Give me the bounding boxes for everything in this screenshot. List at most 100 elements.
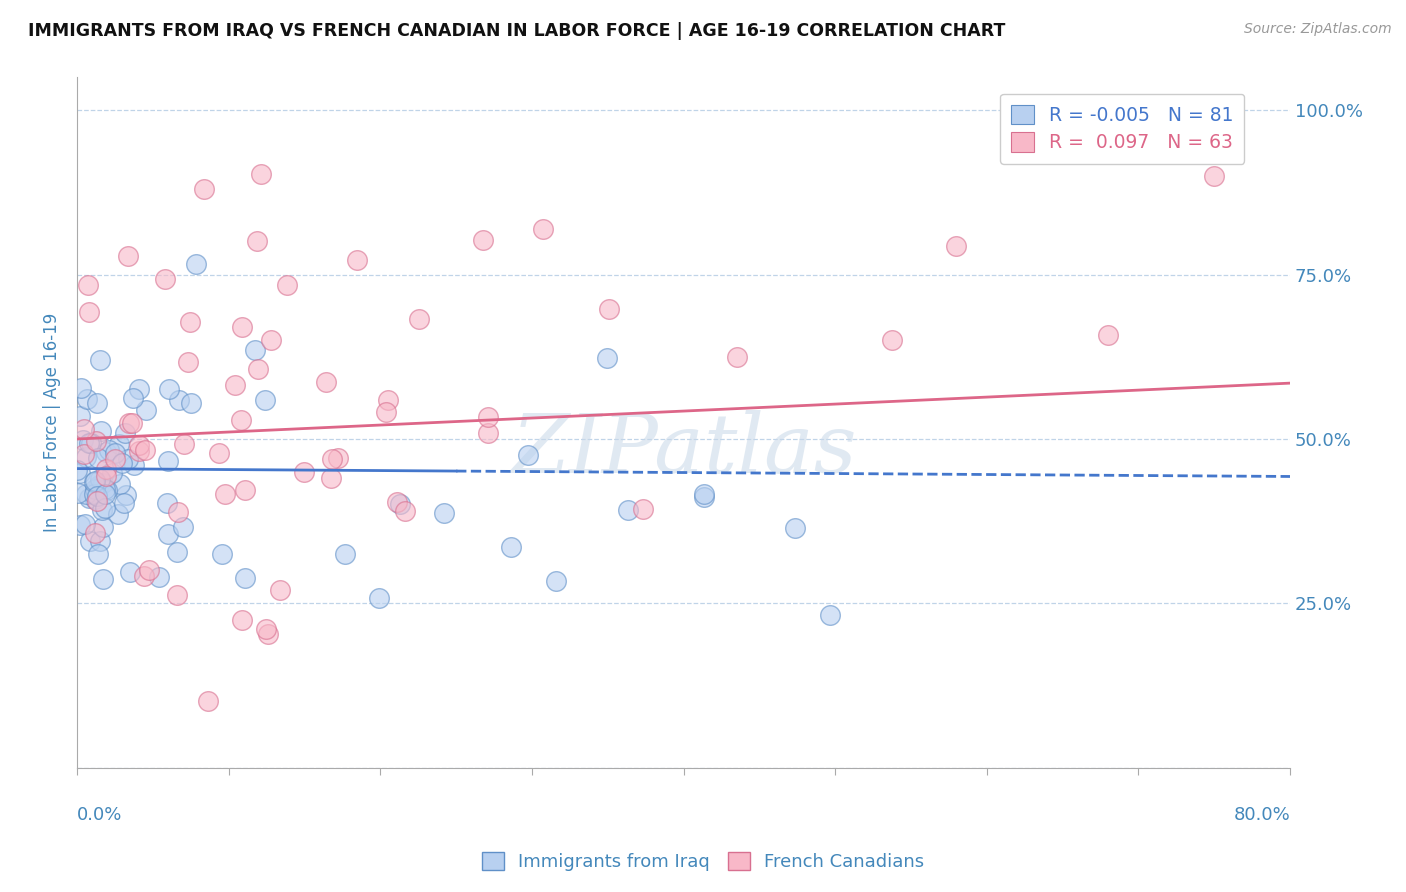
Point [333, 547, 356, 561]
Point [208, 445, 231, 459]
Point [880, 333, 903, 347]
Point [394, 504, 416, 518]
Point [177, 355, 200, 369]
Point [124, 458, 146, 472]
Point [433, 506, 456, 520]
Point [89, 352, 111, 367]
Point [233, 571, 256, 585]
Point [292, 465, 315, 479]
Point [86, 490, 108, 504]
Point [157, 526, 180, 541]
Point [186, 257, 208, 271]
Text: IMMIGRANTS FROM IRAQ VS FRENCH CANADIAN IN LABOR FORCE | AGE 16-19 CORRELATION C: IMMIGRANTS FROM IRAQ VS FRENCH CANADIAN … [28, 22, 1005, 40]
Point [1204, 169, 1226, 183]
Point [321, 452, 343, 467]
Point [118, 565, 141, 579]
Point [75, 450, 97, 464]
Point [76, 277, 98, 292]
Point [945, 239, 967, 253]
Point [94, 486, 117, 500]
Point [617, 502, 640, 516]
Point [156, 496, 179, 510]
Point [128, 443, 150, 458]
Point [157, 382, 180, 396]
Point [254, 622, 277, 636]
Point [77, 491, 100, 505]
Text: ZIPatlas: ZIPatlas [510, 410, 856, 491]
Point [156, 454, 179, 468]
Point [121, 391, 143, 405]
Point [94, 469, 117, 483]
Point [89, 472, 111, 486]
Point [83, 487, 105, 501]
Point [257, 627, 280, 641]
Point [326, 450, 349, 465]
Point [319, 471, 342, 485]
Point [214, 486, 236, 500]
Point [90, 425, 112, 439]
Point [167, 392, 190, 407]
Point [69, 518, 91, 533]
Point [235, 483, 257, 497]
Point [148, 570, 170, 584]
Point [76, 392, 98, 407]
Point [80, 436, 103, 450]
Point [117, 451, 139, 466]
Point [377, 393, 399, 408]
Point [128, 438, 150, 452]
Point [132, 569, 155, 583]
Point [73, 516, 96, 531]
Point [93, 572, 115, 586]
Point [595, 351, 617, 365]
Point [101, 466, 124, 480]
Point [89, 533, 111, 548]
Point [96, 483, 118, 497]
Text: Source: ZipAtlas.com: Source: ZipAtlas.com [1244, 22, 1392, 37]
Point [93, 476, 115, 491]
Point [231, 613, 253, 627]
Point [134, 442, 156, 457]
Point [69, 466, 91, 480]
Point [783, 521, 806, 535]
Point [269, 583, 291, 598]
Point [166, 589, 188, 603]
Point [94, 501, 117, 516]
Point [153, 272, 176, 286]
Point [117, 416, 139, 430]
Point [818, 607, 841, 622]
Point [107, 507, 129, 521]
Point [499, 541, 522, 555]
Point [631, 501, 654, 516]
Point [246, 361, 269, 376]
Point [67, 486, 90, 500]
Point [197, 693, 219, 707]
Point [111, 456, 134, 470]
Point [87, 478, 110, 492]
Point [471, 233, 494, 247]
Point [72, 433, 94, 447]
Point [368, 591, 391, 605]
Text: 0.0%: 0.0% [77, 805, 122, 823]
Point [73, 447, 96, 461]
Point [544, 574, 567, 588]
Point [117, 249, 139, 263]
Point [180, 396, 202, 410]
Point [531, 221, 554, 235]
Point [94, 482, 117, 496]
Point [246, 235, 269, 249]
Y-axis label: In Labor Force | Age 16-19: In Labor Force | Age 16-19 [44, 313, 60, 533]
Point [179, 315, 201, 329]
Point [254, 393, 277, 408]
Point [408, 312, 430, 326]
Point [166, 504, 188, 518]
Point [114, 425, 136, 440]
Point [83, 475, 105, 489]
Point [224, 377, 246, 392]
Point [112, 495, 135, 509]
Point [83, 475, 105, 490]
Point [84, 434, 107, 449]
Point [517, 448, 540, 462]
Point [86, 396, 108, 410]
Point [114, 488, 136, 502]
Point [375, 405, 398, 419]
